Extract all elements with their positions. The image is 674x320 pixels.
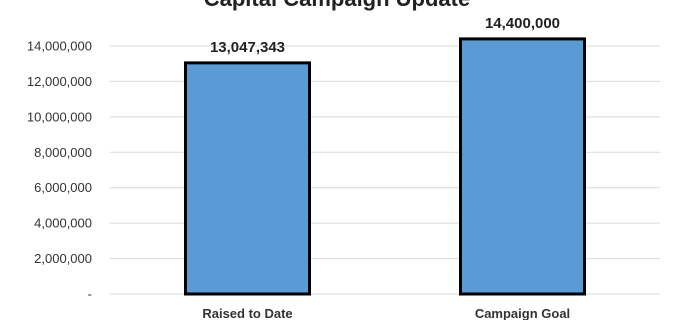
bars (184, 37, 586, 296)
bar-1 (459, 37, 586, 296)
y-tick-label: - (88, 287, 92, 302)
bar-0 (184, 61, 311, 296)
category-label-1: Campaign Goal (475, 306, 570, 320)
category-label-0: Raised to Date (202, 306, 292, 320)
y-tick-label: 2,000,000 (34, 251, 92, 266)
chart-title: Capital Campaign Update (204, 0, 470, 11)
y-tick-label: 6,000,000 (34, 180, 92, 195)
y-tick-label: 12,000,000 (27, 74, 92, 89)
data-label-0: 13,047,343 (210, 39, 285, 56)
y-tick-label: 4,000,000 (34, 216, 92, 231)
y-tick-label: 8,000,000 (34, 145, 92, 160)
y-tick-label: 14,000,000 (27, 39, 92, 54)
data-label-1: 14,400,000 (485, 15, 560, 32)
y-axis-ticks: - 2,000,000 4,000,000 6,000,000 8,000,000 10,… (27, 39, 92, 302)
data-labels: 13,047,343 14,400,000 (210, 15, 560, 56)
y-tick-label: 10,000,000 (27, 109, 92, 124)
category-labels: Raised to Date Campaign Goal (202, 306, 570, 320)
